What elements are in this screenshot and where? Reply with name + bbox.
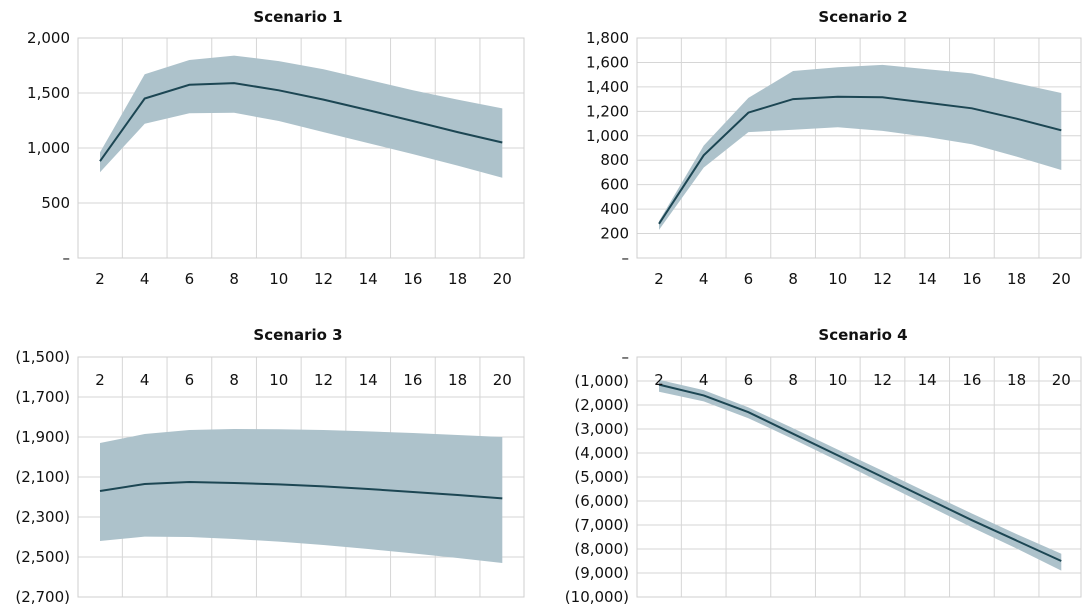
y-tick-label: 1,400 [586,78,629,96]
x-tick-label: 2 [95,270,105,288]
y-tick-label: (7,000) [574,516,629,534]
x-tick-label: 18 [448,270,467,288]
x-tick-label: 10 [828,270,847,288]
y-tick-label: (8,000) [574,540,629,558]
central-series-line [99,480,503,500]
central-series-line [658,383,1062,562]
y-tick-label: (1,500) [15,348,70,366]
x-tick-label: 18 [448,371,467,389]
panel-title-scenario-2: Scenario 2 [818,8,907,26]
y-tick-label: (2,700) [15,588,70,605]
x-tick-label: 8 [788,270,798,288]
x-tick-label: 6 [744,270,754,288]
panel-scenario-4: Scenario 4 2 4 6 8 10 12 14 16 18 20 – (1,000) (2,00… [565,326,1082,605]
y-tick-label: 600 [600,176,629,194]
panel-title-scenario-1: Scenario 1 [253,8,342,26]
x-tick-label: 14 [359,270,378,288]
y-tick-label: 1,500 [27,84,70,102]
plot-frame [77,356,525,598]
x-tick-label: 14 [918,371,937,389]
x-tick-label: 16 [403,371,422,389]
y-tick-label: 200 [600,225,629,243]
x-tick-label: 14 [359,371,378,389]
y-tick-label: 500 [41,194,70,212]
x-tick-label: 10 [269,371,288,389]
plot-frame [636,37,1082,259]
y-tick-label: – [622,249,630,267]
x-tick-label: 2 [95,371,105,389]
y-tick-label: 1,800 [586,29,629,47]
x-tick-label: 4 [699,371,709,389]
x-tick-label: 16 [962,270,981,288]
y-tick-label: (5,000) [574,468,629,486]
panel-title-scenario-4: Scenario 4 [818,326,907,344]
x-tick-label: 12 [314,270,333,288]
x-tick-label: 12 [873,371,892,389]
x-tick-label: 14 [918,270,937,288]
confidence-band [100,429,503,563]
x-tick-label: 2 [654,371,664,389]
x-tick-label: 12 [314,371,333,389]
y-tick-label: (2,300) [15,508,70,526]
central-series-line [99,82,503,162]
y-tick-label: (1,700) [15,388,70,406]
x-tick-label: 6 [744,371,754,389]
confidence-band [659,379,1062,571]
x-tick-label: 10 [828,371,847,389]
panel-title-scenario-3: Scenario 3 [253,326,342,344]
x-tick-label: 8 [788,371,798,389]
x-tick-label: 6 [185,371,195,389]
x-tick-label: 4 [140,270,150,288]
x-tick-label: 20 [1052,270,1071,288]
y-tick-label: (3,000) [574,420,629,438]
panel-scenario-1: Scenario 1 2 4 6 8 10 12 14 16 18 20 – 500 1,000 1,50… [27,8,525,288]
y-tick-label: (6,000) [574,492,629,510]
x-tick-label: 18 [1007,371,1026,389]
panel-scenario-2: Scenario 2 2 4 6 8 10 12 14 16 18 20 – 200 400 600 800… [586,8,1082,288]
y-tick-label: (9,000) [574,564,629,582]
x-tick-label: 4 [140,371,150,389]
x-tick-label: 16 [403,270,422,288]
y-tick-label: (4,000) [574,444,629,462]
y-tick-label: (2,100) [15,468,70,486]
panel-scenario-3: Scenario 3 2 4 6 8 10 12 14 16 18 20 (1,500) (1,700… [15,326,525,605]
x-tick-label: 6 [185,270,195,288]
y-tick-label: (1,900) [15,428,70,446]
y-tick-label: (10,000) [565,588,629,605]
y-tick-label: 800 [600,151,629,169]
x-tick-label: 2 [654,270,664,288]
central-series-line [658,95,1062,225]
plot-frame [77,37,525,259]
x-tick-label: 8 [229,270,239,288]
y-tick-label: 1,600 [586,53,629,71]
y-tick-label: (2,500) [15,548,70,566]
x-tick-label: 20 [493,270,512,288]
y-tick-label: (1,000) [574,372,629,390]
y-tick-label: 1,200 [586,102,629,120]
x-tick-label: 4 [699,270,709,288]
y-tick-label: – [63,249,71,267]
y-tick-label: 400 [600,200,629,218]
y-tick-label: 1,000 [586,127,629,145]
x-tick-label: 8 [229,371,239,389]
confidence-band [100,55,503,178]
x-tick-label: 20 [493,371,512,389]
x-tick-label: 16 [962,371,981,389]
x-tick-label: 18 [1007,270,1026,288]
x-tick-label: 20 [1052,371,1071,389]
y-tick-label: 1,000 [27,139,70,157]
x-tick-label: 12 [873,270,892,288]
y-tick-label: (2,000) [574,396,629,414]
x-tick-label: 10 [269,270,288,288]
plot-frame [636,356,1082,598]
y-tick-label: – [622,348,630,366]
y-tick-label: 2,000 [27,29,70,47]
